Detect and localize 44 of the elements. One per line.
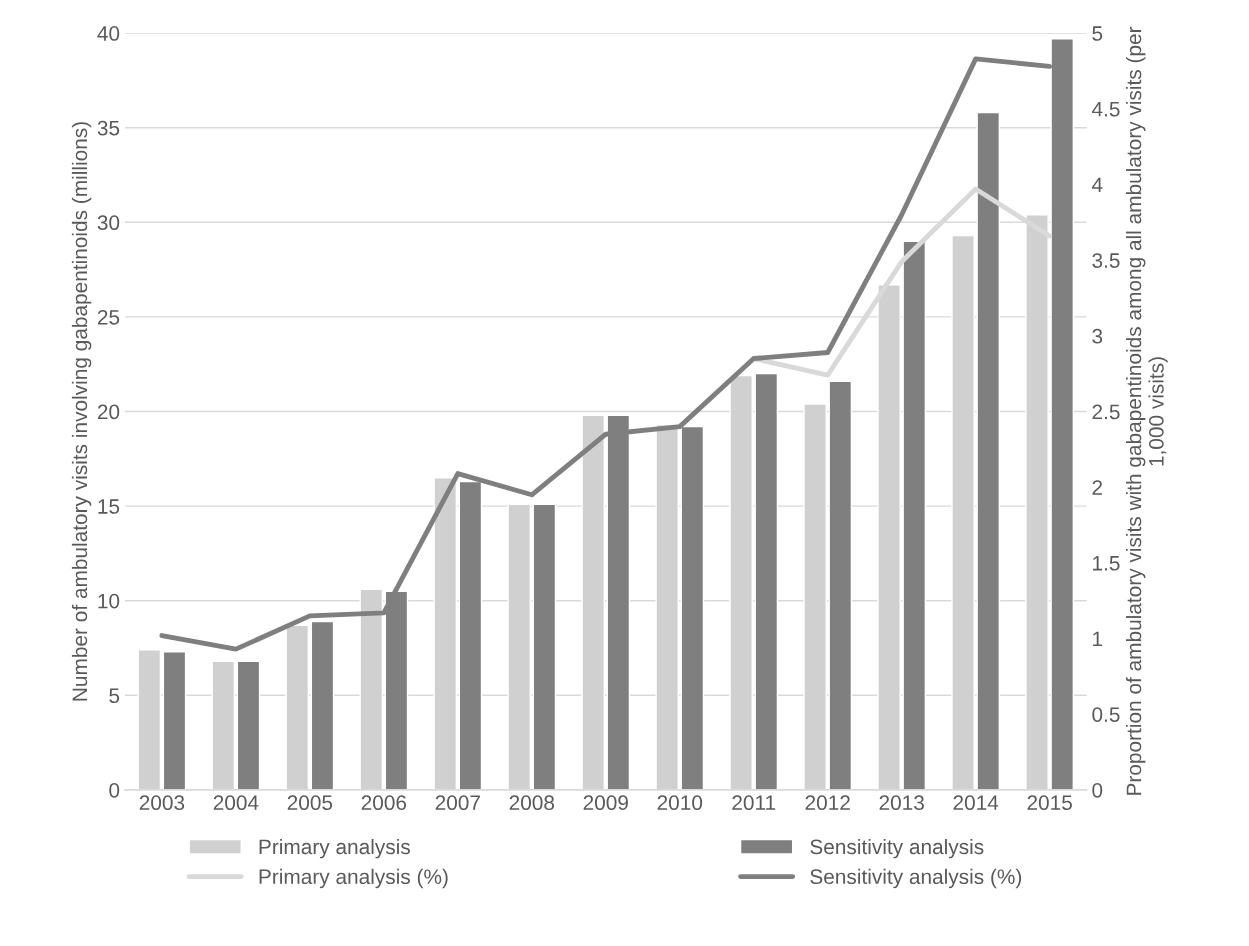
y-tick-label: 10 <box>98 593 120 609</box>
x-tick-label: 2010 <box>657 795 703 811</box>
x-tick-label: 2008 <box>509 795 555 811</box>
x-tick-label: 2015 <box>1027 795 1072 811</box>
y2-tick-label: 2 <box>1092 480 1103 495</box>
y-tick-label: 20 <box>97 404 120 420</box>
x-tick-label: 2003 <box>139 795 185 811</box>
x-tick-label: 2005 <box>287 795 333 811</box>
y-tick-label: 35 <box>97 120 120 136</box>
y-tick-label: 30 <box>97 215 120 231</box>
y2-tick-label: 0 <box>1092 782 1103 798</box>
x-tick-label: 2011 <box>732 795 776 811</box>
legend-label: Sensitivity analysis <box>810 838 984 859</box>
x-tick-label: 2009 <box>583 795 628 811</box>
y-tick-label: 25 <box>97 309 120 325</box>
bar <box>532 503 557 790</box>
x-tick-label: 2007 <box>435 795 480 811</box>
bar <box>754 372 779 790</box>
y-tick-label: 40 <box>97 26 120 41</box>
y2-tick-label: 0.5 <box>1092 707 1120 722</box>
y2-tick-label: 5 <box>1092 26 1103 41</box>
y2-tick-label: 3 <box>1092 328 1103 344</box>
y2-tick-label: 1.5 <box>1093 556 1120 571</box>
x-tick-label: 2004 <box>213 795 259 811</box>
y2-tick-label: 1 <box>1093 631 1103 647</box>
y2-tick-label: 4.5 <box>1091 102 1120 117</box>
y-tick-label: 15 <box>98 499 120 514</box>
y-tick-label: 0 <box>109 782 120 798</box>
x-tick-label: 2012 <box>805 795 850 811</box>
legend-label: Primary analysis (%) <box>259 868 448 889</box>
x-tick-label: 2014 <box>953 795 999 811</box>
y2-tick-label: 3.5 <box>1092 253 1120 268</box>
x-tick-label: 2006 <box>361 795 407 811</box>
legend-label: Primary analysis <box>259 838 410 859</box>
bar <box>310 620 335 790</box>
legend-label: Sensitivity analysis (%) <box>810 868 1022 889</box>
y2-tick-label: 4 <box>1091 177 1103 193</box>
y-axis-title: Number of ambulatory visits involving gabapentinoids (millions) <box>71 122 92 701</box>
y2-tick-label: 2.5 <box>1092 404 1120 420</box>
bar <box>236 660 261 790</box>
x-tick-label: 2013 <box>879 795 924 811</box>
y2-axis-title: Proportion of ambulatory visits with gabapentinoids among all ambulatory visits (per 1,000 visits) <box>1126 26 1168 795</box>
y-tick-label: 5 <box>109 688 120 704</box>
bar <box>162 651 187 790</box>
